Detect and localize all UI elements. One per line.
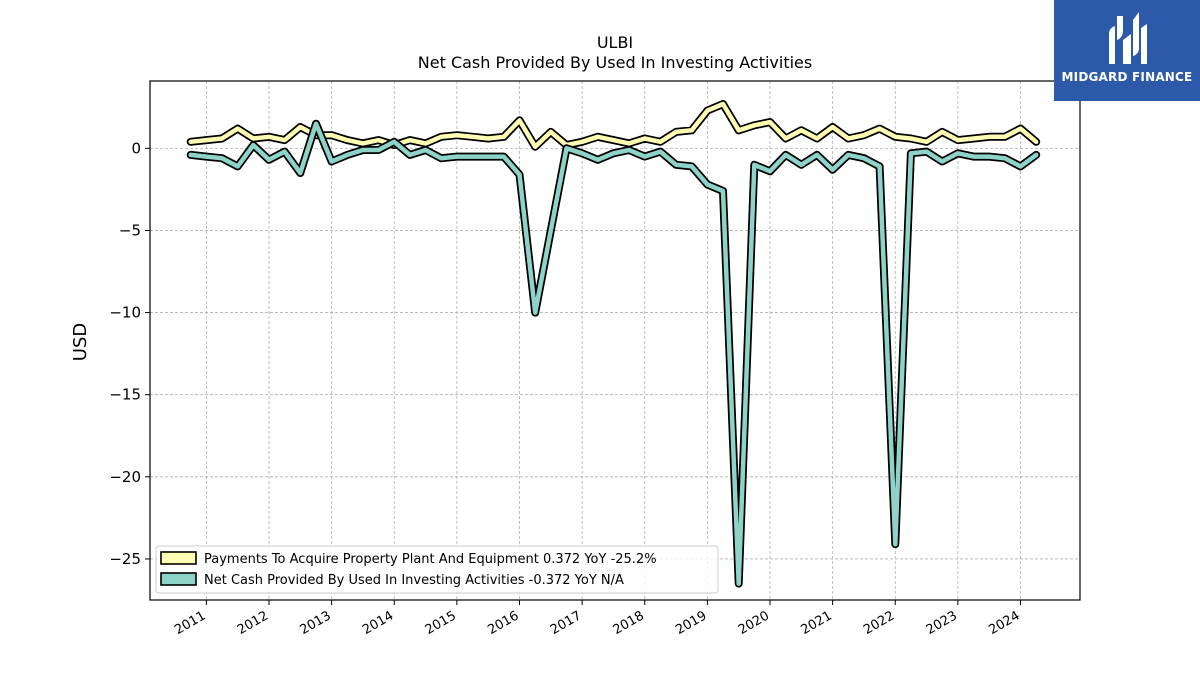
y-tick-label: −20: [109, 468, 141, 486]
x-tick-label: 2023: [924, 608, 960, 638]
y-tick-label: −10: [109, 304, 141, 322]
legend-label-ppe: Payments To Acquire Property Plant And E…: [204, 552, 657, 567]
y-axis-label: USD: [70, 323, 91, 361]
legend-label-net-cash: Net Cash Provided By Used In Investing A…: [204, 573, 624, 588]
legend-box: [155, 545, 719, 594]
y-axis-ticks: 0 −5 −10 −15 −20 −25: [109, 139, 150, 568]
x-tick-label: 2020: [736, 608, 772, 638]
legend: Payments To Acquire Property Plant And E…: [155, 545, 719, 594]
series-line-0: [188, 101, 1039, 149]
y-tick-label: 0: [131, 139, 141, 157]
y-tick-label: −25: [109, 550, 141, 568]
x-tick-label: 2012: [235, 608, 271, 638]
legend-swatch-net-cash: [160, 572, 197, 586]
x-tick-label: 2015: [423, 608, 459, 638]
plot-area-frame: [149, 80, 1081, 601]
legend-swatch-ppe: [160, 551, 197, 565]
brand-name: MIDGARD FINANCE: [1061, 70, 1193, 84]
brand-logo: MIDGARD FINANCE: [1054, 0, 1200, 101]
y-tick-label: −5: [119, 221, 141, 239]
x-tick-label: 2022: [861, 608, 897, 638]
x-tick-label: 2014: [360, 608, 396, 638]
x-tick-label: 2017: [548, 608, 584, 638]
series-lines: [186, 100, 1041, 588]
x-tick-label: 2013: [297, 608, 333, 638]
x-tick-label: 2021: [798, 608, 834, 638]
chart-subtitle: Net Cash Provided By Used In Investing A…: [418, 53, 812, 72]
y-tick-label: −15: [109, 386, 141, 404]
x-tick-label: 2018: [611, 608, 647, 638]
x-tick-label: 2019: [673, 608, 709, 638]
x-axis-ticks: 2011 2012 2013 2014 2015 2016 2017 2018 2019 2020…: [172, 600, 1023, 638]
x-tick-label: 2024: [986, 608, 1022, 638]
series-line-1: [188, 121, 1039, 586]
x-tick-label: 2011: [172, 608, 208, 638]
chart-title: ULBI: [597, 33, 633, 52]
midgard-logo-icon: [1109, 12, 1147, 64]
x-tick-label: 2016: [485, 608, 521, 638]
